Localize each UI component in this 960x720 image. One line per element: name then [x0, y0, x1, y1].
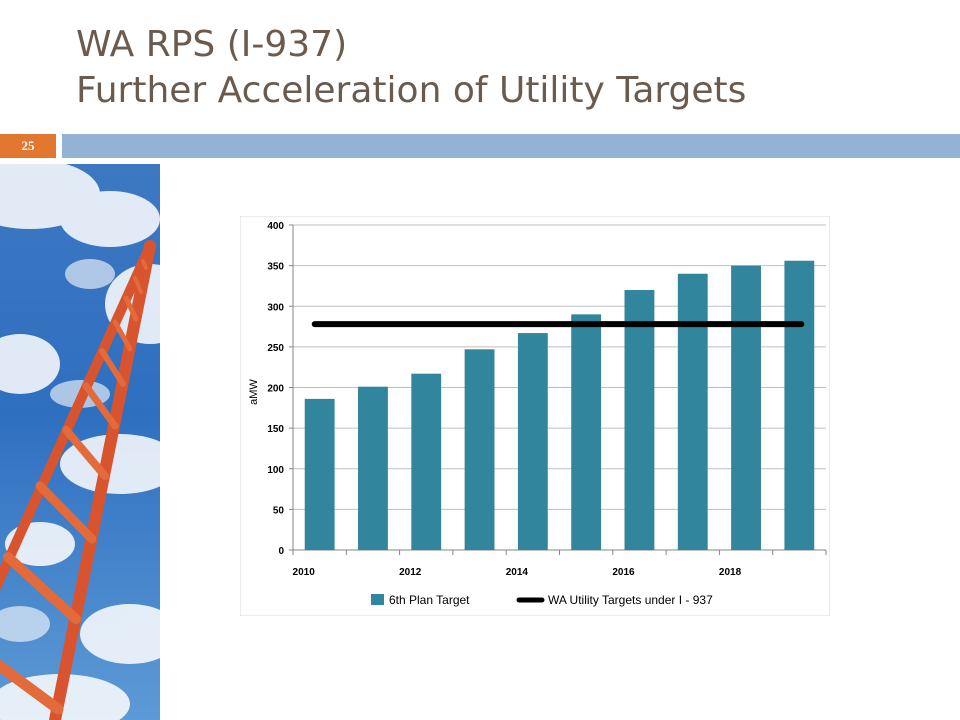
y-tick-label-250: 250 [267, 343, 284, 354]
x-tick-label-2016: 2016 [612, 567, 635, 578]
legend-label-line: WA Utility Targets under I - 937 [548, 593, 713, 607]
ladder-to-sky-icon [0, 164, 160, 720]
y-tick-label-350: 350 [267, 262, 284, 273]
bar-2017 [677, 273, 708, 550]
bar-2019 [784, 260, 815, 550]
slide-number: 25 [0, 134, 56, 158]
y-tick-label-0: 0 [278, 546, 284, 557]
bar-2016 [624, 290, 655, 550]
bar-2015 [571, 314, 602, 550]
slide-title: WA RPS (I-937) Further Acceleration of U… [76, 22, 936, 114]
x-tick-label-2018: 2018 [719, 567, 742, 578]
x-tick-label-2010: 2010 [293, 567, 316, 578]
header-rule [62, 134, 960, 158]
x-tick-label-2014: 2014 [506, 567, 529, 578]
legend-label-bar: 6th Plan Target [389, 593, 470, 607]
slide-title-line-2: Further Acceleration of Utility Targets [76, 70, 747, 111]
aMW-bar-chart: 0 50 100 150 200 250 300 350 400 2010 2012 2014 2016… [239, 215, 831, 617]
y-tick-label-50: 50 [273, 505, 285, 516]
slide-title-line-1: WA RPS (I-937) [76, 24, 348, 65]
bar-2018 [731, 265, 761, 550]
x-tick-label-2012: 2012 [399, 567, 422, 578]
y-tick-label-200: 200 [267, 384, 284, 395]
bar-2010 [304, 398, 335, 550]
y-tick-label-150: 150 [267, 424, 284, 435]
y-tick-label-300: 300 [267, 302, 284, 313]
bar-2014 [517, 333, 548, 550]
header-band: 25 [0, 134, 960, 158]
legend-swatch-bar [371, 594, 384, 605]
bar-2012 [411, 373, 442, 550]
bar-2011 [358, 386, 388, 550]
y-tick-label-400: 400 [267, 221, 284, 232]
y-tick-label-100: 100 [267, 465, 284, 476]
chart-area: 0 50 100 150 200 250 300 350 400 2010 2012 2014 2016… [239, 215, 831, 621]
y-axis-title: aMW [248, 379, 260, 405]
bar-2013 [464, 349, 495, 550]
